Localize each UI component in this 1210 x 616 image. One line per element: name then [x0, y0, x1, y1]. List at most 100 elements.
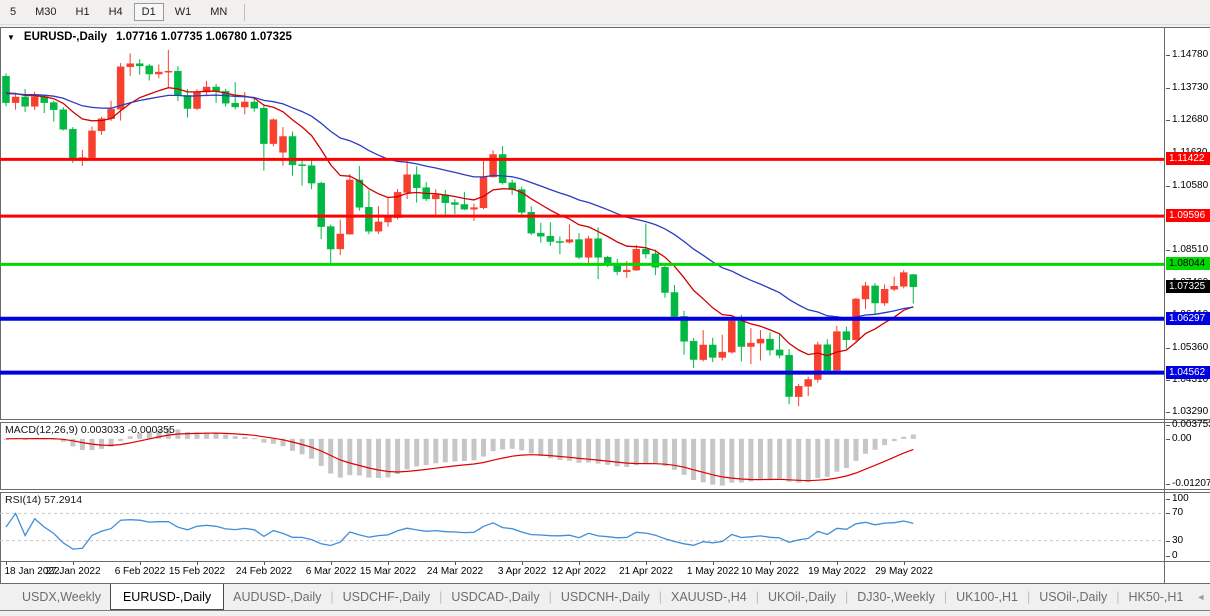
axis-tick-mark: [1166, 185, 1170, 187]
macd-histogram-bar: [194, 432, 200, 439]
candle-body: [632, 249, 641, 271]
macd-histogram-bar: [414, 438, 420, 467]
macd-histogram-bar: [863, 438, 868, 454]
price-level-tag: 1.04562: [1166, 365, 1210, 379]
candle-body: [30, 96, 39, 107]
macd-histogram-bar: [748, 438, 754, 482]
macd-histogram-bar: [433, 438, 439, 464]
candle-body: [155, 71, 163, 75]
candle-body: [680, 316, 688, 342]
date-label: 15 Mar 2022: [359, 566, 417, 577]
tab-xauusd-h4[interactable]: XAUUSD-,H4: [670, 590, 747, 604]
timeframe-w1[interactable]: W1: [174, 6, 192, 18]
macd-chart-canvas[interactable]: [0, 423, 1164, 489]
candle-body: [508, 182, 516, 190]
chart-frame-left: [0, 27, 1, 584]
price-chart-canvas[interactable]: [0, 28, 1164, 418]
price-tick-label: 1.08510: [1172, 243, 1209, 255]
tab-uk100-h1[interactable]: UK100-,H1: [956, 590, 1018, 604]
candle-body: [785, 354, 793, 397]
tab-eurusd-daily[interactable]: EURUSD-,Daily: [109, 584, 225, 610]
macd-histogram-bar: [672, 438, 677, 470]
tab-ukoil-daily[interactable]: UKOil-,Daily: [767, 590, 837, 604]
macd-histogram-bar: [805, 438, 811, 483]
tab-usdcad-daily[interactable]: USDCAD-,Daily: [451, 590, 540, 604]
tab-usdx-weekly[interactable]: USDX,Weekly: [22, 590, 101, 604]
rsi-chart-canvas[interactable]: [0, 493, 1164, 561]
candle-body: [699, 344, 707, 360]
candle-body: [728, 320, 736, 353]
candle-body: [842, 331, 851, 340]
tab-audusd-daily[interactable]: AUDUSD-,Daily: [233, 590, 322, 604]
pane-separator-macd[interactable]: [0, 419, 1210, 423]
timeframe-h1[interactable]: H1: [75, 6, 90, 18]
macd-histogram-bar: [729, 438, 735, 483]
date-tick-mark: [837, 562, 838, 565]
candle-body: [804, 379, 812, 387]
macd-histogram-bar: [270, 438, 276, 444]
timeframe-d1[interactable]: D1: [133, 3, 164, 21]
candle-body: [11, 96, 20, 103]
tab-dj30-weekly[interactable]: DJ30-,Weekly: [857, 590, 935, 604]
price-tick-label: 1.10580: [1172, 179, 1209, 191]
timeframe-5[interactable]: 5: [10, 6, 17, 18]
candle-body: [412, 174, 421, 189]
date-label: 21 Apr 2022: [619, 566, 673, 577]
macd-histogram-bar: [242, 437, 248, 439]
date-label: 18 Jan 2022: [4, 566, 60, 577]
candle-body: [661, 267, 669, 293]
chart-symbol-period: EURUSD-,Daily: [23, 31, 107, 43]
candle-body: [708, 344, 717, 358]
timeframe-m30[interactable]: M30: [35, 6, 57, 18]
tab-usdchf-daily[interactable]: USDCHF-,Daily: [342, 590, 431, 604]
time-axis[interactable]: 18 Jan 2022 27 Jan 2022 6 Feb 2022 15 Feb 2…: [0, 562, 1164, 583]
candle-body: [174, 70, 182, 96]
candle-body: [269, 119, 278, 144]
candle-body: [145, 65, 154, 75]
candle-body: [689, 340, 698, 360]
macd-histogram-bar: [366, 438, 372, 478]
date-label: 15 Feb 2022: [168, 566, 226, 577]
tab-scroll-left-icon[interactable]: ◄: [1196, 592, 1206, 602]
price-tick-label: 1.03290: [1172, 406, 1209, 418]
tab-hk50-h1[interactable]: HK50-,H1: [1128, 590, 1184, 604]
macd-histogram-bar: [356, 438, 362, 476]
candle-body: [2, 75, 10, 103]
candle-body: [116, 66, 125, 110]
date-tick-mark: [455, 562, 456, 565]
macd-histogram-bar: [500, 438, 506, 450]
tab-usdcnh-daily[interactable]: USDCNH-,Daily: [560, 590, 650, 604]
candle-body: [766, 338, 774, 351]
macd-histogram-bar: [471, 438, 477, 461]
macd-histogram-bar: [567, 438, 572, 461]
candle-body: [527, 212, 536, 234]
candle-body: [307, 165, 316, 184]
date-label: 6 Mar 2022: [305, 566, 357, 577]
macd-histogram-bar: [318, 438, 324, 466]
macd-histogram-bar: [710, 438, 716, 485]
date-tick-mark: [522, 562, 523, 565]
candle-body: [403, 174, 411, 193]
rsi-line: [5, 512, 914, 550]
macd-histogram-bar: [290, 438, 295, 451]
chart-dropdown-icon[interactable]: ▼: [7, 32, 15, 42]
price-axis[interactable]: 1.147801.137301.126801.116301.105801.095…: [1164, 27, 1210, 584]
chart-title[interactable]: ▼ EURUSD-,Daily 1.07716 1.07735 1.06780 …: [7, 31, 292, 43]
candle-body: [21, 96, 29, 107]
axis-tick-mark: [1166, 499, 1170, 500]
macd-histogram-bar: [872, 438, 878, 450]
macd-histogram-bar: [395, 438, 401, 474]
macd-histogram-bar: [442, 438, 448, 463]
macd-histogram-bar: [423, 438, 429, 466]
timeframe-mn[interactable]: MN: [210, 6, 228, 18]
macd-histogram-bar: [70, 438, 76, 447]
pane-separator-rsi[interactable]: [0, 489, 1210, 493]
date-tick-mark: [140, 562, 141, 565]
macd-histogram-bar: [481, 438, 486, 457]
tab-separator: |: [1026, 590, 1031, 604]
macd-histogram-bar: [834, 438, 840, 472]
timeframe-h4[interactable]: H4: [108, 6, 123, 18]
rsi-tick-label: 30: [1172, 534, 1184, 546]
tab-usoil-daily[interactable]: USOil-,Daily: [1039, 590, 1108, 604]
date-tick-mark: [646, 562, 647, 565]
